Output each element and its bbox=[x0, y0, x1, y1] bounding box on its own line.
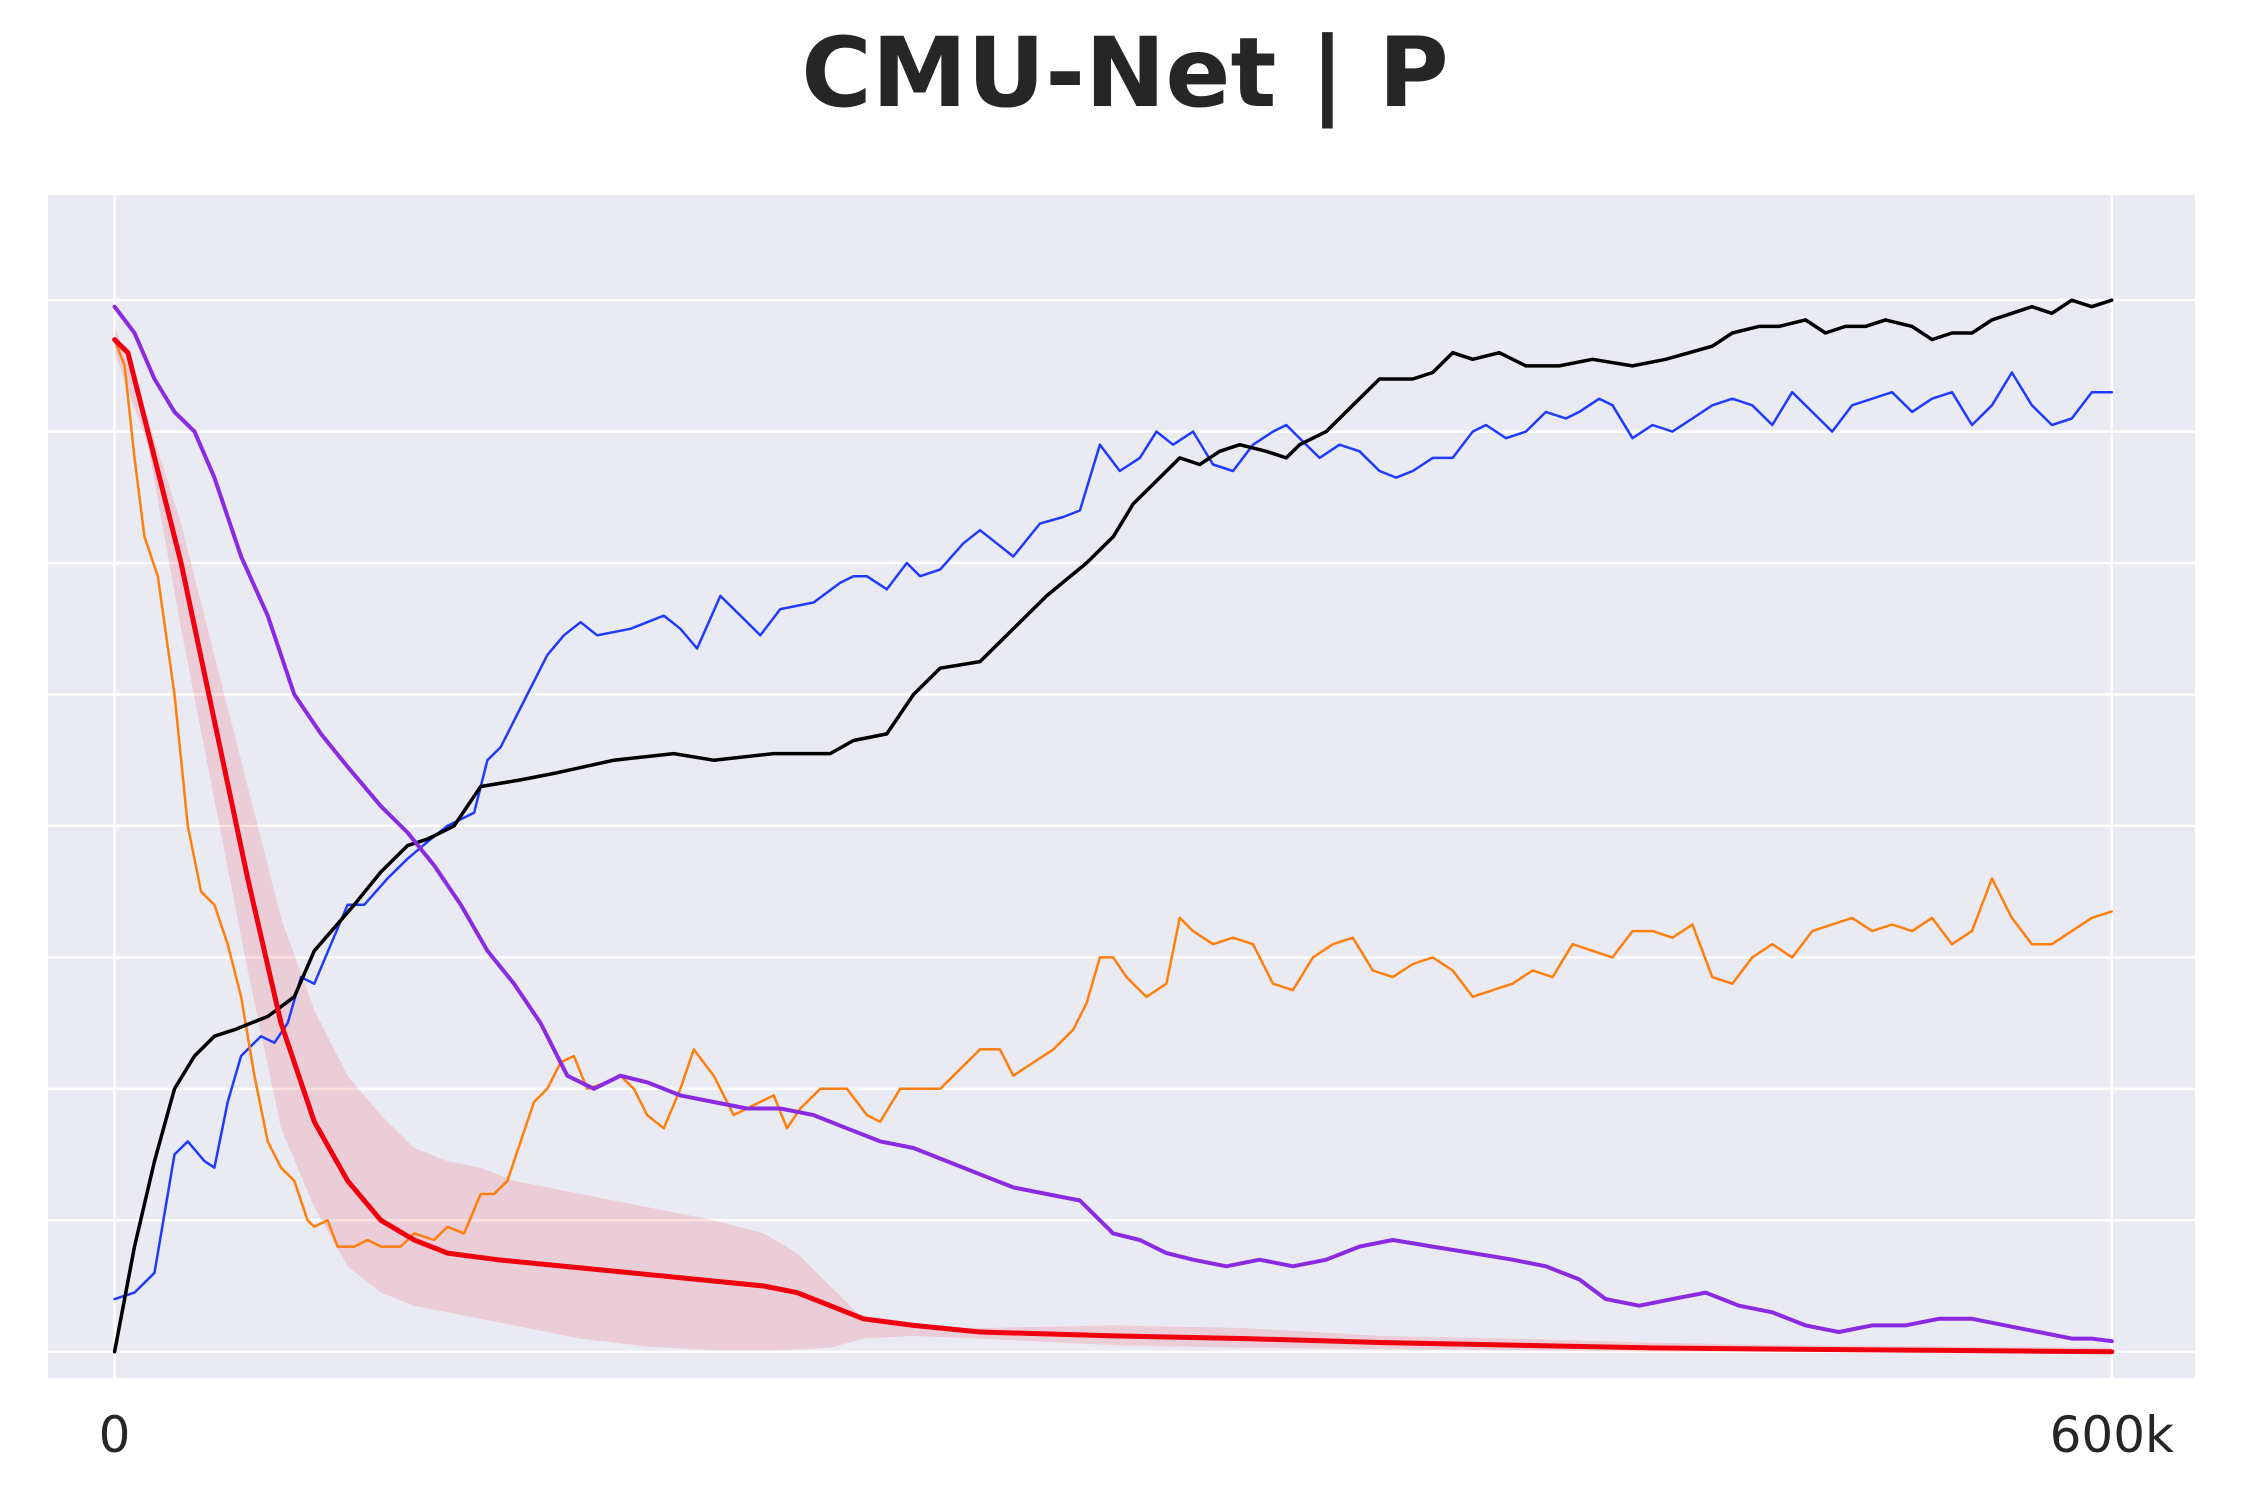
x-tick-label-1: 600k bbox=[2050, 1406, 2174, 1464]
x-tick-label-0: 0 bbox=[99, 1406, 131, 1464]
chart-title: CMU-Net | P bbox=[801, 17, 1449, 129]
plot-background bbox=[48, 195, 2195, 1378]
series-4-line bbox=[112, 337, 2115, 1355]
series-2-line bbox=[112, 298, 2114, 1354]
tick-layer: 0 600k bbox=[99, 1406, 2174, 1464]
grid-layer bbox=[48, 195, 2195, 1378]
series-layer bbox=[112, 298, 2115, 1355]
series-3-line bbox=[112, 304, 2114, 1344]
series-1-line bbox=[113, 338, 2114, 1248]
